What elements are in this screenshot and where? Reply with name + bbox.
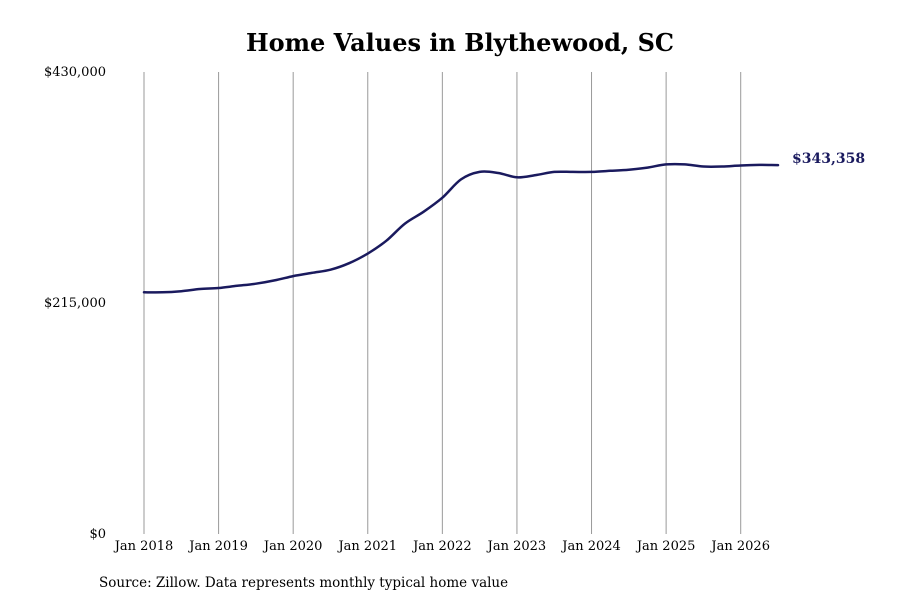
x-tick-label: Jan 2026 xyxy=(709,539,770,554)
x-tick-label: Jan 2025 xyxy=(635,539,696,554)
home-value-line xyxy=(142,162,780,294)
latest-value-label: $343,358 xyxy=(792,151,865,167)
x-tick-label: Jan 2022 xyxy=(411,539,472,554)
x-tick-label: Jan 2018 xyxy=(113,539,174,554)
chart-title: Home Values in Blythewood, SC xyxy=(246,28,674,57)
x-axis-ticks: Jan 2018 Jan 2019 Jan 2020 Jan 2021 Jan 2022… xyxy=(113,539,770,554)
y-tick-label: $430,000 xyxy=(44,65,106,80)
x-tick-label: Jan 2019 xyxy=(187,539,248,554)
gridlines xyxy=(143,72,742,534)
y-tick-label: $215,000 xyxy=(44,296,106,311)
x-tick-label: Jan 2023 xyxy=(486,539,547,554)
source-note: Source: Zillow. Data represents monthly … xyxy=(99,575,508,591)
y-axis-ticks: $0 $215,000 $430,000 xyxy=(44,65,106,542)
y-tick-label: $0 xyxy=(89,527,106,542)
x-tick-label: Jan 2021 xyxy=(336,539,397,554)
x-tick-label: Jan 2020 xyxy=(262,539,323,554)
x-tick-label: Jan 2024 xyxy=(560,539,621,554)
